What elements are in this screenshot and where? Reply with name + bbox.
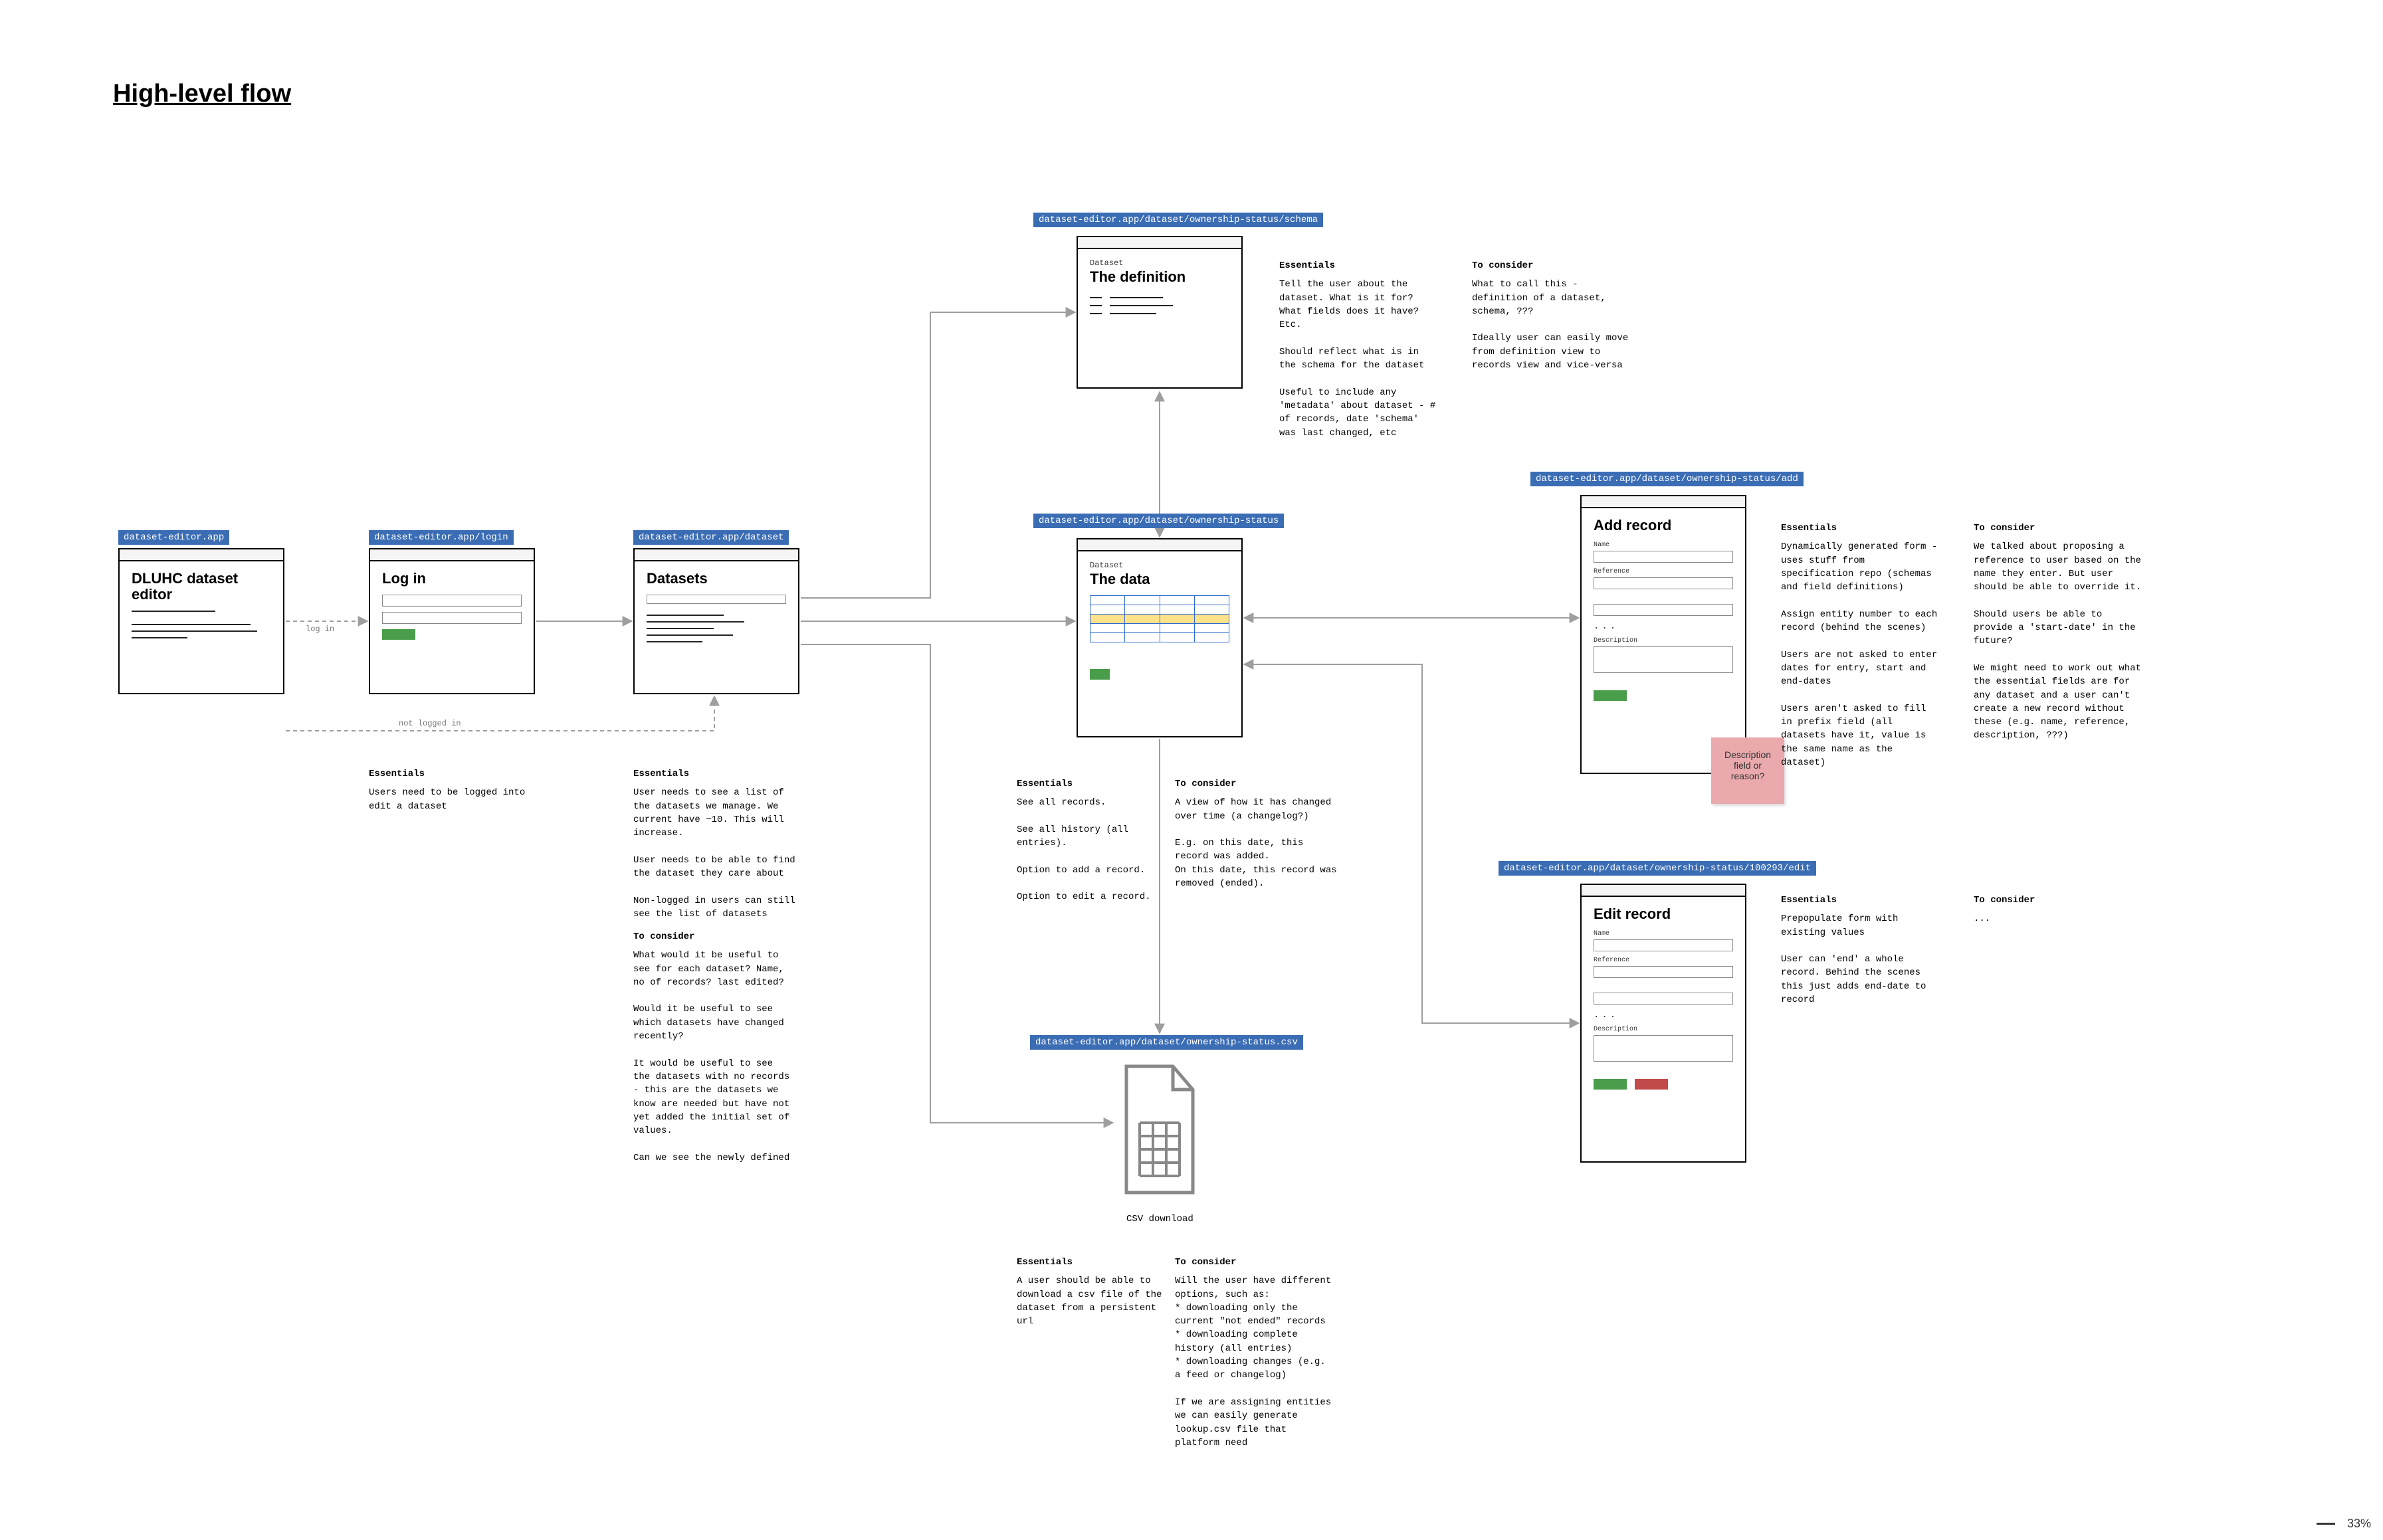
wire-login: Log in	[369, 548, 535, 694]
csv-caption: CSV download	[1126, 1214, 1193, 1224]
note-list-cons: To considerWhat would it be useful to se…	[633, 930, 806, 1165]
edge-notlogged	[286, 696, 714, 731]
login-submit-button[interactable]	[382, 629, 415, 640]
edit-dots: ...	[1594, 1010, 1733, 1020]
edge-label-notlogged: not logged in	[399, 719, 461, 728]
data-add-button[interactable]	[1090, 669, 1110, 680]
data-title: The data	[1090, 571, 1229, 587]
note-csv-cons: To considerWill the user have different …	[1175, 1256, 1348, 1450]
note-data-cons: To considerA view of how it has changed …	[1175, 777, 1348, 890]
edit-ref-input[interactable]	[1594, 966, 1733, 978]
note-add-ess: EssentialsDynamically generated form - u…	[1781, 522, 1947, 769]
note-schema-ess: EssentialsTell the user about the datase…	[1279, 259, 1445, 440]
wire-list: Datasets	[633, 548, 799, 694]
edit-save-button[interactable]	[1594, 1079, 1627, 1090]
url-login: dataset-editor.app/login	[369, 530, 514, 545]
note-login-ess: EssentialsUsers need to be logged into e…	[369, 767, 542, 813]
wire-edit: Edit record Name Reference x ... Descrip…	[1580, 884, 1746, 1163]
edit-title: Edit record	[1594, 906, 1733, 922]
note-edit-cons: To consider...	[1974, 894, 2140, 926]
url-edit: dataset-editor.app/dataset/ownership-sta…	[1499, 861, 1816, 876]
note-add-cons: To considerWe talked about proposing a r…	[1974, 522, 2153, 743]
edit-end-button[interactable]	[1635, 1079, 1668, 1090]
page-title: High-level flow	[113, 80, 291, 108]
edit-ref-label: Reference	[1594, 957, 1733, 964]
login-user-input[interactable]	[382, 595, 522, 607]
wire-add: Add record Name Reference x ... Descript…	[1580, 495, 1746, 774]
schema-super: Dataset	[1090, 258, 1229, 268]
url-csv: dataset-editor.app/dataset/ownership-sta…	[1030, 1035, 1303, 1050]
login-pass-input[interactable]	[382, 612, 522, 624]
zoom-out-icon[interactable]	[2317, 1523, 2335, 1525]
schema-title: The definition	[1090, 269, 1229, 285]
add-desc-input[interactable]	[1594, 646, 1733, 673]
table-row-highlight[interactable]	[1090, 615, 1229, 624]
list-title: Datasets	[647, 571, 786, 587]
data-table	[1090, 595, 1229, 642]
add-dots: ...	[1594, 621, 1733, 632]
url-add: dataset-editor.app/dataset/ownership-sta…	[1530, 472, 1804, 486]
data-super: Dataset	[1090, 561, 1229, 570]
add-title: Add record	[1594, 518, 1733, 533]
wire-data: Dataset The data	[1077, 538, 1243, 737]
add-name-label: Name	[1594, 541, 1733, 549]
edit-name-input[interactable]	[1594, 939, 1733, 951]
edit-desc-input[interactable]	[1594, 1035, 1733, 1062]
edge-list-schema	[801, 312, 1075, 598]
url-schema: dataset-editor.app/dataset/ownership-sta…	[1033, 213, 1323, 227]
add-desc-label: Description	[1594, 637, 1733, 644]
add-name-input[interactable]	[1594, 551, 1733, 563]
url-list: dataset-editor.app/dataset	[633, 530, 789, 545]
edit-extra-input[interactable]	[1594, 993, 1733, 1005]
add-ref-input[interactable]	[1594, 577, 1733, 589]
note-csv-ess: EssentialsA user should be able to downl…	[1017, 1256, 1170, 1328]
note-edit-ess: EssentialsPrepopulate form with existing…	[1781, 894, 1947, 1007]
list-search-input[interactable]	[647, 595, 786, 604]
csv-file-icon	[1116, 1063, 1203, 1199]
add-extra-input[interactable]	[1594, 604, 1733, 616]
wire-home: DLUHC dataset editor	[118, 548, 284, 694]
home-title: DLUHC dataset editor	[132, 571, 271, 603]
sticky-note: Description field or reason?	[1711, 737, 1784, 804]
url-data: dataset-editor.app/dataset/ownership-sta…	[1033, 514, 1284, 528]
login-title: Log in	[382, 571, 522, 587]
wire-schema: Dataset The definition	[1077, 236, 1243, 389]
edit-name-label: Name	[1594, 930, 1733, 937]
note-list-ess: EssentialsUser needs to see a list of th…	[633, 767, 806, 921]
add-save-button[interactable]	[1594, 690, 1627, 701]
url-home: dataset-editor.app	[118, 530, 229, 545]
edit-desc-label: Description	[1594, 1026, 1733, 1033]
note-schema-cons: To considerWhat to call this - definitio…	[1472, 259, 1638, 372]
note-data-ess: EssentialsSee all records. See all histo…	[1017, 777, 1163, 904]
edge-label-login: log in	[306, 625, 334, 634]
zoom-pct: 33%	[2347, 1517, 2371, 1531]
zoom-control[interactable]: 33%	[2317, 1517, 2371, 1531]
add-ref-label: Reference	[1594, 568, 1733, 575]
